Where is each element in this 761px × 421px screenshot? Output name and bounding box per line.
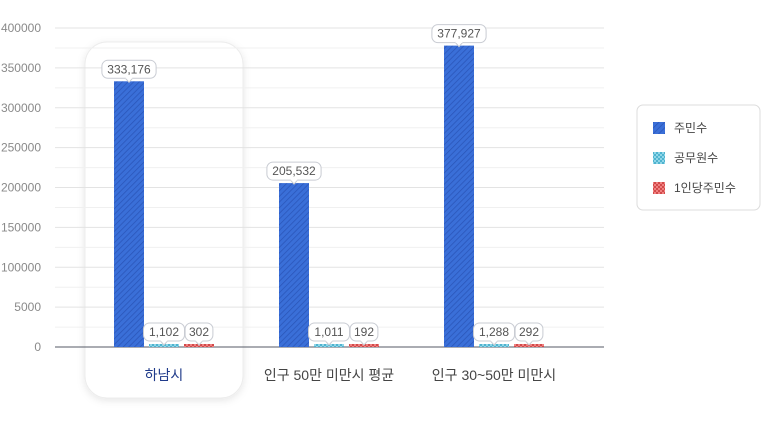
data-label: 1,288 <box>473 322 515 346</box>
data-label-pointer <box>359 340 369 346</box>
data-label-pointer <box>194 340 204 346</box>
legend-item[interactable]: 주민수 <box>653 121 707 135</box>
bar-residents[interactable] <box>279 183 309 347</box>
data-label: 302 <box>184 322 214 346</box>
data-label-text: 1,011 <box>314 325 343 339</box>
data-label: 192 <box>349 322 379 346</box>
legend-swatch <box>653 182 665 194</box>
data-label-pointer <box>289 179 299 185</box>
data-label: 292 <box>514 322 544 346</box>
legend-label: 1인당주민수 <box>674 181 736 195</box>
data-label-text: 205,532 <box>272 164 316 178</box>
data-label-text: 192 <box>354 325 374 339</box>
legend-swatch <box>653 122 665 134</box>
legend-label: 공무원수 <box>674 151 718 165</box>
x-category-label: 인구 50만 미만시 평균 <box>264 367 394 383</box>
data-label: 1,011 <box>308 322 350 346</box>
bar-residents[interactable] <box>444 45 474 348</box>
data-label-pointer <box>454 41 464 48</box>
data-label-pointer <box>324 340 334 346</box>
data-label-pointer <box>524 340 534 346</box>
y-tick-label: 5000 <box>14 300 41 314</box>
data-label-text: 377,927 <box>437 27 481 41</box>
y-tick-label: 0 <box>34 340 41 354</box>
data-label-text: 292 <box>519 325 539 339</box>
legend-box <box>636 104 761 211</box>
data-label: 377,927 <box>431 24 487 48</box>
y-tick-label: 400000 <box>1 21 41 35</box>
data-label-text: 302 <box>189 325 209 339</box>
x-category-label: 인구 30~50만 미만시 <box>432 367 556 383</box>
data-label-text: 1,288 <box>479 325 509 339</box>
data-label: 333,176 <box>101 59 157 84</box>
y-tick-label: 200000 <box>1 181 41 195</box>
data-label: 205,532 <box>266 161 322 185</box>
data-label-text: 1,102 <box>149 325 179 339</box>
legend-swatch <box>653 152 665 164</box>
legend-item[interactable]: 1인당주민수 <box>653 181 736 195</box>
data-label-pointer <box>124 77 134 84</box>
x-category-label: 하남시 <box>145 367 184 383</box>
legend-label: 주민수 <box>674 121 707 135</box>
y-tick-label: 250000 <box>1 141 41 155</box>
legend-item[interactable]: 공무원수 <box>653 151 718 165</box>
data-label-text: 333,176 <box>107 62 151 76</box>
data-label-pointer <box>489 340 499 346</box>
y-tick-label: 150000 <box>1 220 41 234</box>
y-tick-label: 350000 <box>1 61 41 75</box>
y-tick-label: 300000 <box>1 101 41 115</box>
data-label: 1,102 <box>143 322 185 346</box>
bar-residents[interactable] <box>114 81 144 347</box>
y-tick-label: 100000 <box>1 260 41 274</box>
data-label-pointer <box>159 340 169 346</box>
